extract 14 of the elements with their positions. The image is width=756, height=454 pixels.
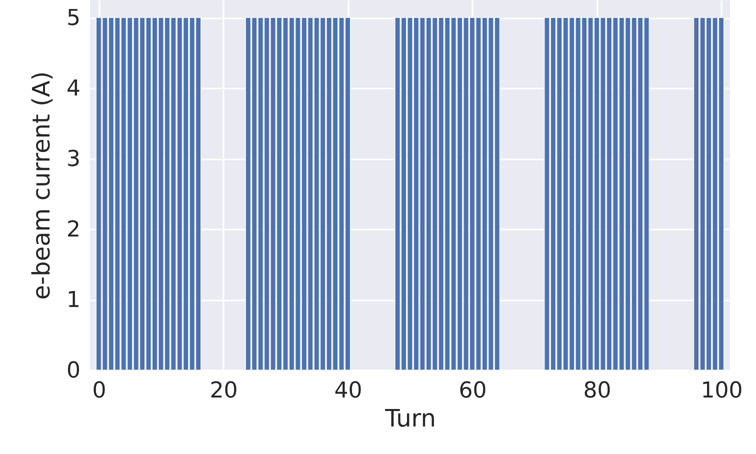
y-tick-label: 3 [66,147,80,172]
x-tick-label: 60 [458,378,487,404]
y-tick-label: 2 [66,218,80,243]
y-tick-label: 5 [66,6,80,32]
x-tick-label: 80 [583,378,612,404]
x-axis-title: Turn [384,404,436,432]
y-axis-title: e-beam current (A) [28,71,56,300]
x-tick-label: 40 [334,378,362,404]
x-tick-label: 0 [92,378,106,404]
y-tick-label: 0 [66,358,80,384]
y-tick-label: 1 [66,288,80,314]
y-tick-label: 4 [66,76,80,102]
x-tick-label: 20 [210,378,238,404]
x-tick-label: 100 [700,378,743,404]
